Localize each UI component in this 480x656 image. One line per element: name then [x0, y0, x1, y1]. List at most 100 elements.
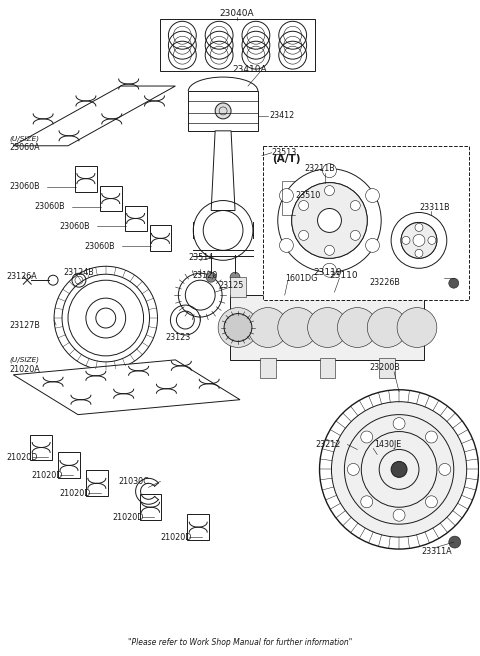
Text: 23311B: 23311B	[419, 203, 450, 212]
Circle shape	[299, 201, 309, 211]
Bar	[188, 91, 258, 131]
Text: 23226B: 23226B	[369, 277, 400, 287]
Circle shape	[415, 224, 423, 232]
Circle shape	[393, 509, 405, 521]
Text: 23126A: 23126A	[6, 272, 37, 281]
Circle shape	[218, 308, 258, 348]
Bar	[379, 358, 395, 378]
Circle shape	[402, 236, 410, 244]
Circle shape	[248, 308, 288, 348]
Circle shape	[348, 463, 360, 476]
Text: 23060B: 23060B	[34, 202, 65, 211]
Circle shape	[323, 164, 336, 178]
Bar	[160, 19, 314, 71]
Circle shape	[332, 401, 467, 537]
Circle shape	[318, 209, 341, 232]
Text: 21020D: 21020D	[59, 489, 90, 498]
Circle shape	[337, 308, 377, 348]
Bar	[150, 226, 171, 251]
Text: (U/SIZE): (U/SIZE)	[9, 136, 39, 142]
Bar	[30, 434, 52, 461]
Circle shape	[224, 314, 252, 341]
Polygon shape	[211, 131, 235, 211]
Bar	[230, 295, 424, 360]
Polygon shape	[13, 360, 240, 415]
Text: 23060B: 23060B	[9, 182, 40, 191]
Circle shape	[350, 230, 360, 240]
Circle shape	[230, 272, 240, 282]
Text: 23513: 23513	[272, 148, 297, 157]
Circle shape	[428, 236, 436, 244]
Circle shape	[279, 188, 293, 203]
Text: 23127B: 23127B	[9, 321, 40, 329]
Bar	[125, 205, 146, 232]
Text: 23124B: 23124B	[63, 268, 94, 277]
Text: 23060B: 23060B	[59, 222, 90, 231]
Circle shape	[215, 103, 231, 119]
Text: 21020A: 21020A	[9, 365, 40, 375]
Circle shape	[413, 234, 425, 247]
Text: 23040A: 23040A	[220, 9, 254, 18]
Circle shape	[439, 463, 451, 476]
Text: 23212: 23212	[315, 440, 341, 449]
Text: 23110: 23110	[313, 268, 342, 277]
Circle shape	[292, 182, 367, 258]
Bar	[349, 277, 365, 297]
Circle shape	[401, 222, 437, 258]
Circle shape	[367, 308, 407, 348]
Circle shape	[350, 201, 360, 211]
Circle shape	[323, 263, 336, 277]
Circle shape	[415, 249, 423, 257]
Circle shape	[425, 431, 437, 443]
Bar	[187, 514, 209, 540]
Text: 23060A: 23060A	[9, 143, 40, 152]
Text: "Please refer to Work Shop Manual for further information": "Please refer to Work Shop Manual for fu…	[128, 638, 352, 647]
Bar	[100, 186, 122, 211]
Text: (U/SIZE): (U/SIZE)	[9, 357, 39, 363]
Text: 23060B: 23060B	[84, 242, 115, 251]
Bar	[320, 358, 336, 378]
Circle shape	[366, 238, 380, 253]
Circle shape	[278, 308, 318, 348]
Polygon shape	[13, 86, 175, 146]
Circle shape	[324, 245, 335, 255]
Bar	[58, 453, 80, 478]
Text: 23311A: 23311A	[421, 546, 452, 556]
Text: 23110: 23110	[329, 271, 358, 279]
Circle shape	[366, 188, 380, 203]
Text: (A/T): (A/T)	[272, 154, 300, 164]
Circle shape	[281, 291, 288, 299]
Text: 23200B: 23200B	[369, 363, 400, 373]
Circle shape	[361, 431, 372, 443]
Circle shape	[361, 496, 372, 508]
Text: 21020D: 21020D	[6, 453, 38, 462]
Circle shape	[449, 278, 459, 288]
Circle shape	[425, 496, 437, 508]
Circle shape	[279, 238, 293, 253]
Text: 21020D: 21020D	[31, 471, 62, 480]
Circle shape	[324, 186, 335, 195]
Text: 1430JE: 1430JE	[374, 440, 401, 449]
Circle shape	[449, 536, 461, 548]
Text: 23120: 23120	[192, 271, 217, 279]
Text: 23211B: 23211B	[305, 164, 336, 173]
Bar	[263, 146, 468, 300]
Circle shape	[299, 230, 309, 240]
Circle shape	[308, 308, 348, 348]
Bar	[140, 494, 161, 520]
Circle shape	[393, 418, 405, 430]
Circle shape	[206, 272, 216, 282]
Text: 1601DG: 1601DG	[285, 274, 317, 283]
Text: 23125: 23125	[218, 281, 243, 290]
Text: 21020D: 21020D	[113, 513, 144, 522]
Text: 21030C: 21030C	[119, 477, 149, 486]
Text: 21020D: 21020D	[160, 533, 192, 542]
Text: 23410A: 23410A	[232, 64, 267, 73]
Bar	[230, 277, 246, 297]
Bar	[290, 277, 306, 297]
Bar	[75, 166, 97, 192]
Text: 23514: 23514	[188, 253, 214, 262]
Text: 23510: 23510	[296, 191, 321, 200]
Circle shape	[397, 308, 437, 348]
Bar	[409, 277, 425, 297]
